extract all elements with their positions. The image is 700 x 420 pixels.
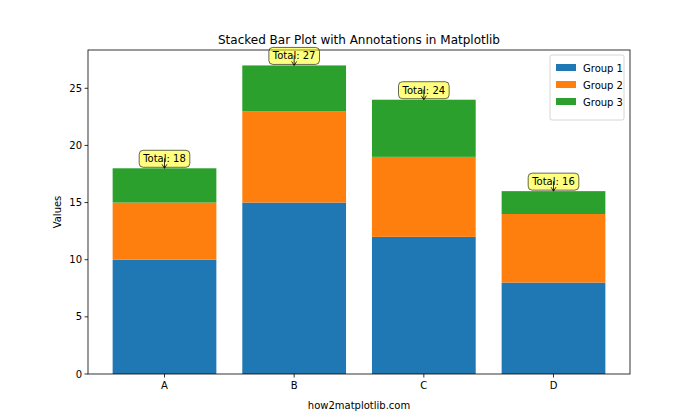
x-tick-label: D: [550, 380, 558, 391]
annotation-arrow: [553, 181, 554, 191]
annotation-arrowhead: [421, 96, 426, 100]
bar-segment: [372, 237, 476, 374]
axes-frame: [88, 50, 630, 374]
y-tick-label: 25: [69, 83, 82, 94]
legend-swatch: [556, 64, 576, 71]
bar-segment: [242, 65, 346, 111]
bar-segment: [372, 100, 476, 157]
annotation-box: [399, 82, 450, 99]
x-tick: [423, 374, 424, 378]
annotation-arrowhead: [551, 187, 556, 191]
bar-segment: [502, 191, 606, 214]
y-tick: [85, 316, 89, 317]
bar-segment: [113, 260, 217, 374]
annotation-text: Total: 16: [531, 176, 575, 187]
annotation-arrow: [294, 55, 295, 65]
bars: [113, 65, 606, 374]
annotation-box: [269, 47, 320, 64]
legend-swatch: [556, 81, 576, 88]
legend-label: Group 3: [583, 97, 623, 108]
bar-segment: [502, 283, 606, 374]
x-tick-label: A: [161, 380, 168, 391]
chart-container: 0 5 10 15 20 25 A B C D Stacked Bar Plot with Anno…: [0, 0, 700, 420]
bar-segment: [372, 157, 476, 237]
bar-segment: [242, 111, 346, 202]
y-tick: [85, 88, 89, 89]
annotation-arrow: [164, 158, 165, 168]
legend-label: Group 1: [583, 63, 623, 74]
y-tick-label: 20: [69, 140, 82, 151]
annotation-box: [139, 150, 190, 167]
x-label: how2matplotlib.com: [308, 400, 410, 411]
title: Stacked Bar Plot with Annotations in Mat…: [218, 33, 500, 47]
legend-label: Group 2: [583, 80, 623, 91]
annotation-text: Total: 18: [142, 153, 186, 164]
bar-segment: [242, 203, 346, 374]
bar-segment: [113, 203, 217, 260]
annotation-arrow: [423, 90, 424, 100]
bar-segment: [502, 214, 606, 283]
annotation-text: Total: 27: [272, 50, 316, 61]
annotation-arrowhead: [162, 164, 167, 168]
y-tick-label: 0: [76, 369, 82, 380]
y-tick-label: 10: [69, 254, 82, 265]
x-tick: [294, 374, 295, 378]
x-tick: [553, 374, 554, 378]
y-tick: [85, 145, 89, 146]
bar-segment: [113, 168, 217, 202]
y-tick-label: 15: [69, 197, 82, 208]
annotation: Total: 24: [399, 82, 450, 100]
annotation-arrowhead: [292, 61, 297, 65]
y-tick: [85, 374, 89, 375]
y-tick: [85, 259, 89, 260]
y-tick: [85, 202, 89, 203]
y-tick-label: 5: [76, 311, 82, 322]
annotation-box: [528, 173, 579, 190]
annotation: Total: 27: [269, 47, 320, 65]
x-tick: [164, 374, 165, 378]
legend-box: [550, 55, 624, 120]
annotation-text: Total: 24: [402, 85, 446, 96]
annotation: Total: 16: [528, 173, 579, 191]
legend-swatch: [556, 98, 576, 105]
y-label: Values: [52, 196, 63, 229]
x-tick-label: C: [420, 380, 427, 391]
x-tick-label: B: [291, 380, 298, 391]
annotation: Total: 18: [139, 150, 190, 168]
legend: Group 1 Group 2 Group 3: [550, 55, 624, 120]
chart-svg: 0 5 10 15 20 25 A B C D Stacked Bar Plot with Anno…: [0, 0, 700, 420]
